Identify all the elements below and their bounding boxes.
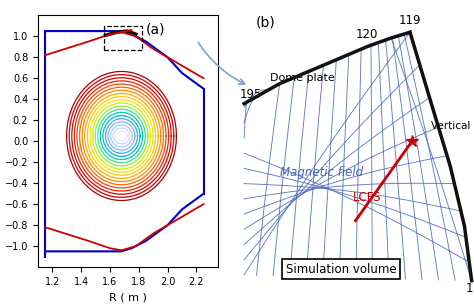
Text: (b): (b)	[256, 15, 276, 29]
Text: Magnetic field: Magnetic field	[280, 166, 363, 179]
Text: Vertical plate: Vertical plate	[431, 122, 474, 131]
Text: 195: 195	[239, 88, 262, 101]
Polygon shape	[244, 32, 472, 281]
Text: (a): (a)	[146, 23, 165, 37]
Text: Simulation volume: Simulation volume	[286, 263, 397, 276]
X-axis label: R ( m ): R ( m )	[109, 292, 147, 302]
Text: 120: 120	[356, 28, 379, 41]
Text: Dome plate: Dome plate	[270, 73, 335, 83]
Text: LCFS: LCFS	[353, 191, 382, 204]
Text: 119: 119	[399, 14, 421, 26]
Text: 1: 1	[465, 282, 473, 295]
